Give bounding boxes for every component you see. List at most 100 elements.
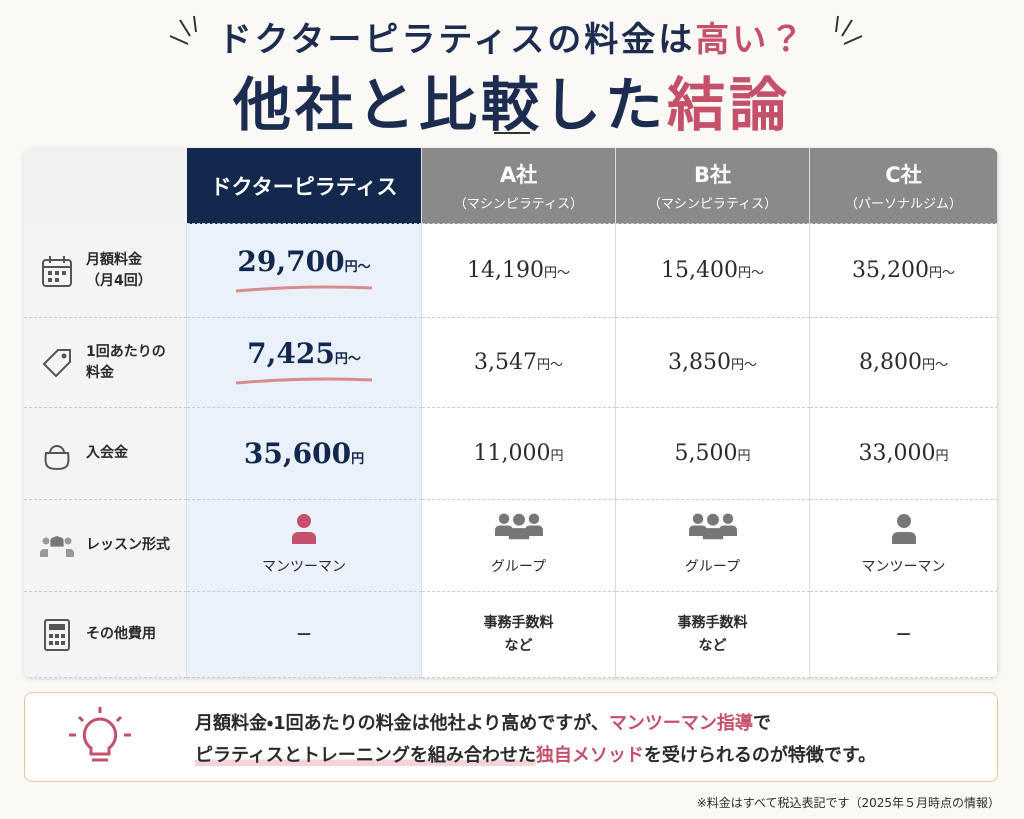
row-label-text: その他費用 <box>86 624 156 645</box>
table-cell: 15,400円～ <box>616 224 810 318</box>
price: 11,000円 <box>474 441 564 466</box>
note-text: で <box>752 713 771 734</box>
column-sub: （マシンピラティス） <box>453 197 584 212</box>
lesson-icon <box>287 512 321 550</box>
underline-stroke <box>234 370 374 389</box>
underline-stroke <box>234 278 374 297</box>
price-unit: 円～ <box>543 266 570 281</box>
table-cell: 11,000円 <box>422 408 616 500</box>
title-text: ドクターピラティスの料金は <box>217 20 696 60</box>
text-line: など <box>504 637 533 654</box>
label-line: 月額料金 <box>86 251 142 268</box>
row-icon-svg <box>40 535 74 557</box>
table-cell: 8,800円～ <box>810 318 998 408</box>
table-cell: グループ <box>616 500 810 592</box>
row-icon-svg <box>44 444 70 470</box>
price-amount: 5,500 <box>674 441 738 466</box>
price-amount: 3,850 <box>668 350 731 375</box>
row-icon <box>40 529 74 563</box>
price-unit: 円～ <box>536 358 563 373</box>
lesson-icon-svg <box>688 513 737 540</box>
row-label: その他費用 <box>24 592 187 678</box>
label-line: レッスン形式 <box>86 537 170 553</box>
table-cell: マンツーマン <box>810 500 998 592</box>
cell-text: 事務手数料 など <box>678 612 748 657</box>
cell-text: — <box>297 623 311 645</box>
note-line: 月額料金・1回あたりの料金は他社より高めですが、マンツーマン指導で <box>195 709 771 735</box>
price-unit: 円 <box>351 452 365 467</box>
label-line: 入会金 <box>86 445 128 461</box>
price-unit: 円～ <box>334 351 361 367</box>
price-amount: 8,800 <box>859 350 922 375</box>
column-header: C社 （パーソナルジム） <box>810 148 998 224</box>
price: 33,000円 <box>859 441 949 466</box>
lesson-icon <box>887 512 921 550</box>
note-line: ピラティスとトレーニングを組み合わせた独自メソッドを受けられるのが特徴です。 <box>195 741 876 767</box>
price-unit: 円～ <box>730 358 757 373</box>
cell-text: マンツーマン <box>262 556 346 578</box>
text-line: 事務手数料 <box>483 615 554 632</box>
table-cell: 33,000円 <box>810 408 998 500</box>
table-cell: 事務手数料 など <box>422 592 616 678</box>
price: 29,700円～ <box>237 245 370 278</box>
title-accent: 結論 <box>667 71 792 139</box>
title-line-2: 他社と比較した結論 <box>0 58 1024 142</box>
row-icon <box>40 254 74 288</box>
price-amount: 29,700 <box>237 244 345 278</box>
lesson-icon <box>684 512 742 550</box>
row-label-text: 1回あたりの 料金 <box>86 342 166 384</box>
col-highlight <box>187 148 422 678</box>
text-line: グループ <box>684 559 741 576</box>
price: 3,850円～ <box>668 350 757 375</box>
row-icon <box>40 437 74 471</box>
table-cell: 事務手数料 など <box>616 592 810 678</box>
price: 3,547円～ <box>474 350 563 375</box>
cell-text: マンツーマン <box>862 556 946 578</box>
note-text: を受けられるのが特徴です。 <box>643 745 877 766</box>
underline-stroke-svg <box>235 377 373 384</box>
table-cell: 3,850円～ <box>616 318 810 408</box>
table-cell: 35,600円 <box>187 408 422 500</box>
label-line: （月4回） <box>86 272 152 289</box>
table-cell: 3,547円～ <box>422 318 616 408</box>
lesson-icon <box>490 512 548 550</box>
sparkle <box>169 15 197 45</box>
cell-text: グループ <box>491 556 546 578</box>
text-line: など <box>698 637 727 654</box>
note-emphasis: マンツーマン指導 <box>608 713 753 734</box>
title-text: 他社と比較した <box>232 71 667 139</box>
text-line: マンツーマン <box>861 559 946 576</box>
text-line: — <box>896 626 911 643</box>
price-amount: 3,547 <box>474 350 537 375</box>
row-label-text: レッスン形式 <box>86 535 170 556</box>
price-amount: 15,400 <box>661 258 738 283</box>
price: 8,800円～ <box>859 350 948 375</box>
price: 35,200円～ <box>852 258 955 283</box>
cell-text: — <box>897 623 911 645</box>
price-unit: 円 <box>550 449 564 464</box>
text-line: 事務手数料 <box>677 615 748 632</box>
lesson-icon-svg <box>891 514 916 545</box>
row-label: 入会金 <box>24 408 187 500</box>
text-line: マンツーマン <box>262 559 346 576</box>
column-name: ドクターピラティス <box>210 174 398 199</box>
sparkle <box>835 15 863 45</box>
header-blank <box>24 148 187 224</box>
table-cell: 29,700円～ <box>187 224 422 318</box>
price-unit: 円～ <box>737 266 764 281</box>
text-line: グループ <box>490 559 547 576</box>
table-cell: 5,500円 <box>616 408 810 500</box>
column-sub: （パーソナルジム） <box>844 197 962 212</box>
price-amount: 35,200 <box>852 258 929 283</box>
row-icon-svg <box>42 348 71 377</box>
table-cell: 35,200円～ <box>810 224 998 318</box>
row-label-text: 入会金 <box>86 443 128 464</box>
table-cell: — <box>810 592 998 678</box>
table-cell: グループ <box>422 500 616 592</box>
row-icon-svg <box>44 618 70 651</box>
note-text: ピラティスとトレーニングを組み合わせた <box>195 745 536 766</box>
row-label: 1回あたりの 料金 <box>24 318 187 408</box>
price-unit: 円 <box>737 449 751 464</box>
column-sub: （マシンピラティス） <box>647 197 778 212</box>
